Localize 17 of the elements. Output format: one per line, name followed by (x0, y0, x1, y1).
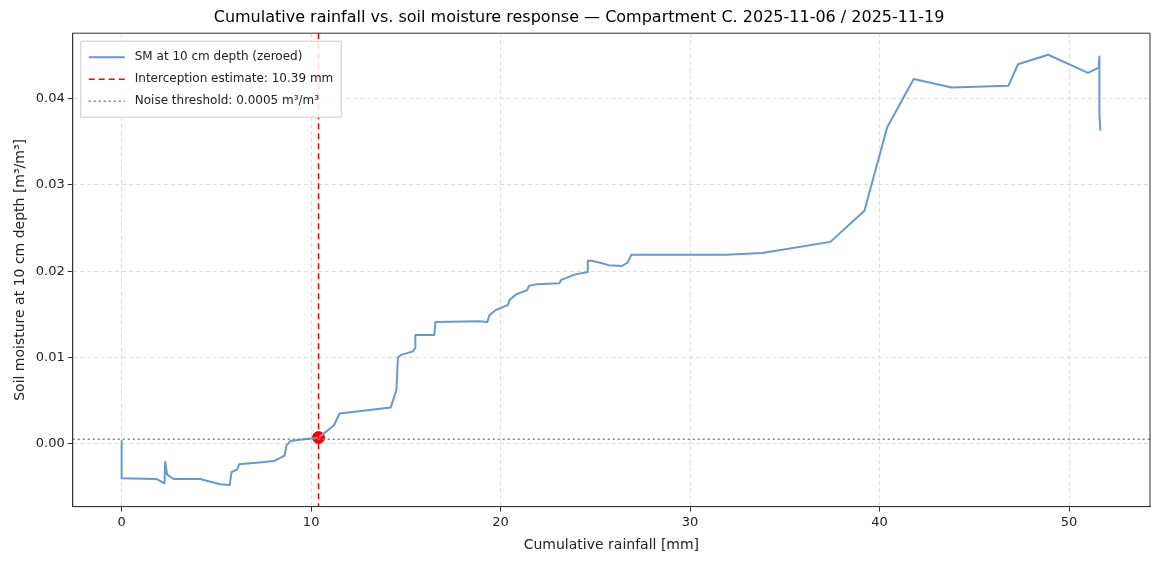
y-axis-title: Soil moisture at 10 cm depth [m³/m³] (11, 138, 28, 401)
x-tick-label: 30 (681, 513, 699, 529)
y-tick-label: 0.00 (35, 435, 65, 451)
ref-line-label: Interception estimate: 10.39 mm (134, 71, 334, 86)
chart-title: Cumulative rainfall vs. soil moisture response — Compartment C. 2025-11-06 / 2025-11-19 (213, 6, 945, 26)
x-tick-label: 50 (1060, 513, 1078, 529)
x-tick-label: 10 (302, 513, 320, 529)
legend-label: Noise threshold: 0.0005 m³/m³ (134, 93, 320, 108)
x-tick-label: 40 (871, 513, 888, 529)
x-axis-title: Cumulative rainfall [mm] (523, 536, 700, 553)
y-tick-label: 0.04 (35, 90, 65, 106)
legend-label: SM at 10 cm depth (zeroed) (134, 49, 303, 64)
x-tick-label: 20 (492, 513, 509, 529)
x-tick-label: 0 (117, 513, 126, 529)
y-tick-label: 0.03 (35, 176, 65, 192)
y-tick-label: 0.02 (35, 262, 65, 278)
y-tick-label: 0.01 (35, 348, 65, 364)
